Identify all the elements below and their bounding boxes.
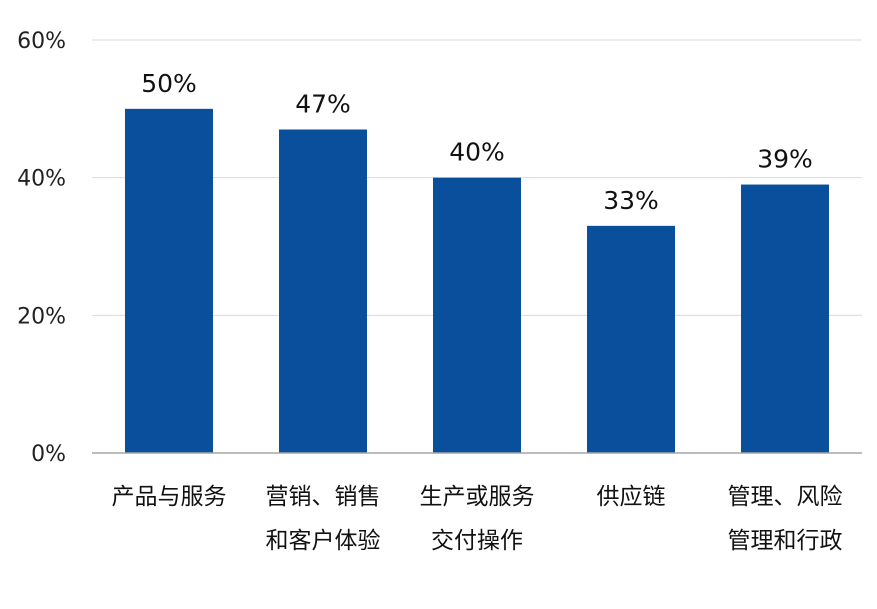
bar [125, 108, 213, 453]
data-label: 40% [449, 138, 505, 167]
bar [279, 129, 367, 453]
data-label: 50% [141, 69, 197, 98]
x-category-label-line: 生产或服务 [420, 484, 535, 510]
data-label: 47% [295, 89, 351, 118]
bar [741, 184, 829, 454]
x-category-label-line: 交付操作 [431, 528, 523, 554]
x-category-label-line: 和客户体验 [266, 528, 381, 554]
x-category-label: 供应链 [597, 484, 666, 510]
y-tick-label: 60% [17, 29, 66, 54]
x-category-label: 产品与服务 [112, 484, 227, 510]
x-category-label-line: 营销、销售 [266, 484, 381, 510]
x-category-label: 营销、销售和客户体验 [266, 484, 381, 554]
y-tick-label: 20% [17, 304, 66, 329]
x-category-label-line: 管理、风险 [728, 484, 843, 510]
y-tick-label: 0% [31, 442, 66, 467]
x-category-label-line: 产品与服务 [112, 484, 227, 510]
x-category-label-line: 管理和行政 [728, 528, 843, 554]
bar [433, 177, 521, 453]
x-category-label: 管理、风险管理和行政 [728, 484, 843, 554]
data-label: 39% [757, 145, 813, 174]
x-category-label: 生产或服务交付操作 [420, 484, 535, 554]
data-label: 33% [603, 186, 659, 215]
y-tick-label: 40% [17, 167, 66, 192]
x-category-label-line: 供应链 [597, 484, 666, 510]
bar [587, 225, 675, 453]
